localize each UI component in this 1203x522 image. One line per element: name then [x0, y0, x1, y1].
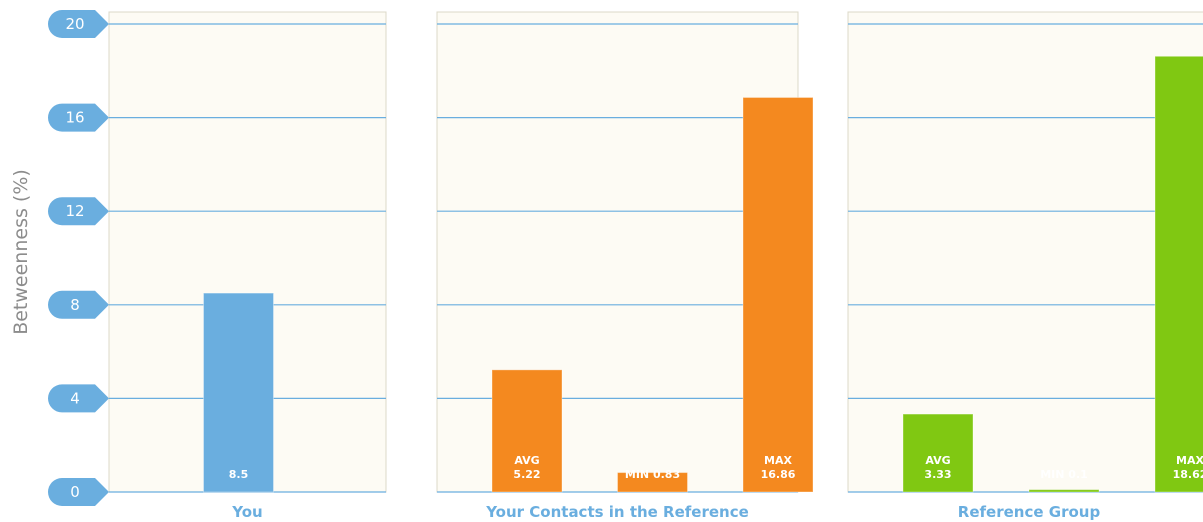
- bar-value-label: MIN 0.83: [625, 468, 680, 481]
- bar-value-label: MAX 16.86: [761, 454, 796, 481]
- y-tick-label: 12: [65, 202, 84, 220]
- chart-panels: 8.5 You AVG 5.22 MIN 0.83 MAX 16.86 Your Contac…: [108, 11, 1203, 521]
- panel-title: Reference Group: [958, 503, 1101, 521]
- y-axis-ticks: 0 4 8 12 16 20: [47, 10, 109, 506]
- y-tick-label: 8: [70, 296, 80, 314]
- bar-3-3: [1154, 55, 1203, 493]
- bar-value-label: 8.5: [229, 468, 249, 481]
- bar-2-2: [617, 472, 688, 493]
- chart-panel-2: AVG 5.22 MIN 0.83 MAX 16.86 Your Contacts in …: [436, 11, 814, 521]
- y-tick-badge: 0: [48, 478, 109, 506]
- bar-value-label: MIN 0.1: [1040, 468, 1088, 481]
- y-tick-label: 20: [65, 15, 84, 33]
- y-tick-label: 16: [65, 109, 84, 127]
- y-tick-label: 0: [70, 483, 80, 501]
- tick-badge-shape: [47, 103, 109, 132]
- y-tick-badge: 16: [47, 103, 109, 132]
- panel-title: Your Contacts in the Reference: [485, 503, 749, 521]
- tick-badge-shape: [48, 478, 109, 506]
- bar-2-3: [742, 96, 814, 493]
- bar-3-1: [902, 413, 974, 493]
- tick-badge-shape: [48, 197, 109, 226]
- y-tick-label: 4: [70, 389, 80, 407]
- y-tick-badge: 8: [48, 290, 109, 319]
- tick-badge-shape: [48, 290, 109, 319]
- panel-title: You: [231, 503, 262, 521]
- chart-panel-1: 8.5 You: [108, 11, 387, 521]
- tick-badge-shape: [48, 10, 109, 38]
- y-tick-badge: 4: [48, 384, 109, 413]
- y-axis-title: Betweenness (%): [10, 169, 32, 335]
- bar-value-label: AVG 5.22: [513, 454, 540, 481]
- bar-2-1: [491, 369, 563, 493]
- bar-value-label: AVG 3.33: [924, 454, 951, 481]
- panel-background: [847, 11, 1203, 493]
- y-tick-badge: 20: [48, 10, 109, 38]
- y-tick-badge: 12: [48, 197, 109, 226]
- tick-badge-shape: [48, 384, 109, 413]
- bar-1-1: [203, 292, 274, 493]
- bar-3-2: [1028, 489, 1100, 493]
